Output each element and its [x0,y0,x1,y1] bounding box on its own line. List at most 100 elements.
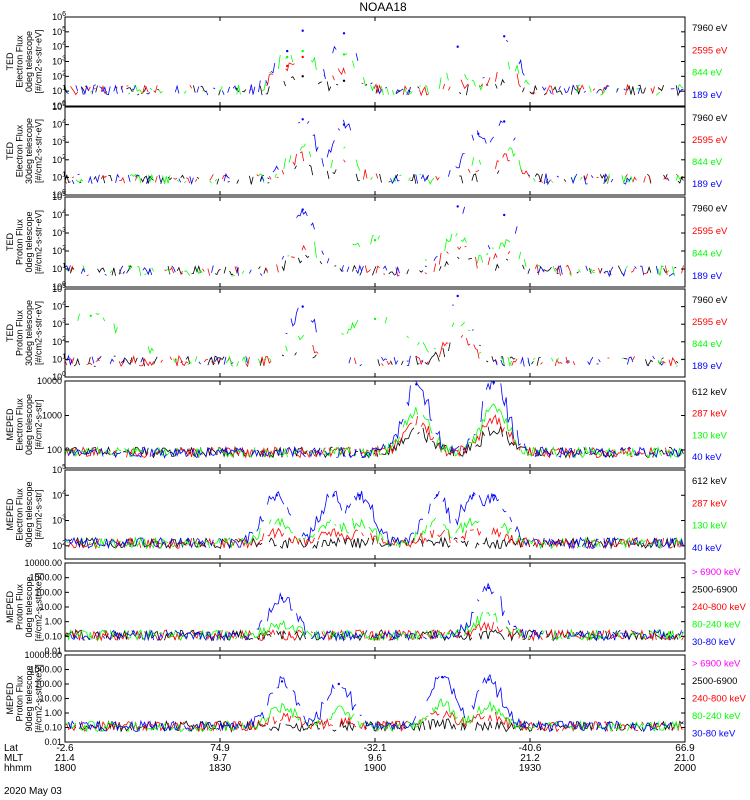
legend-entry: 2595 eV [692,45,728,56]
data-point [441,675,444,679]
data-point [503,120,506,123]
y-tick-base: 10 [52,284,62,294]
legend-entry: 40 keV [692,452,722,463]
axis-tick-label: 74.9 [210,743,230,754]
y-tick-base: 10 [52,192,62,202]
figure-title: NOAA18 [359,0,407,14]
y-axis-label-line: [#/cm2-s-str-eV] [34,301,44,365]
y-tick-exponent: 2 [62,70,66,77]
y-axis-label-line: 30deg telescope [24,300,34,366]
data-point [342,32,346,35]
y-tick-exponent: 2 [62,154,66,161]
y-tick-base: 10 [52,228,62,238]
y-axis-label-line: [#/cm2-s-str-eV] [34,210,44,274]
y-tick-base: 10 [52,86,62,96]
y-tick-label: 105 [52,464,66,475]
series-black-trace [80,76,682,97]
y-tick-exponent: 3 [62,56,66,63]
plot-area [65,118,684,184]
y-axis-label-line: 0deg telescope [24,394,34,455]
y-axis-label-line: Electron Flux [15,398,25,451]
y-axis-label-line: [#/cm2-s-str-keV] [34,573,44,642]
y-axis-label-line: 0deg telescope [24,31,34,92]
data-point [301,75,304,78]
chart-panel-7: 0.01 0.10 1.00 10.00 100.00 1000.00 10000.00 ME… [5,558,747,656]
y-tick-label: 101 [52,353,66,364]
series-red-trace [65,151,684,184]
y-tick-base: 10 [52,337,62,347]
legend-entry: 189 eV [692,361,723,372]
y-tick-exponent: 3 [62,318,66,325]
y-tick-label: 100.00 [34,679,62,689]
data-point [301,208,304,211]
y-tick-label: 105 [52,101,66,112]
data-point [373,317,377,321]
axis-tick-label: 21.0 [675,753,695,764]
data-point [301,49,304,53]
axis-tick-label: -40.6 [519,743,542,754]
y-tick-exponent: 2 [62,336,66,343]
y-tick-label: 103 [52,136,66,147]
date-label: 2020 May 03 [4,786,62,797]
plot-area [65,673,683,732]
plot-frame [64,106,686,196]
y-tick-exponent: 5 [62,191,66,198]
y-tick-exponent: 4 [62,41,66,48]
legend-entry: 612 keV [692,476,728,487]
y-tick-label: 10000.00 [24,558,62,568]
data-point [492,494,495,497]
y-tick-label: 104 [52,209,66,220]
legend-entry: 189 eV [692,271,723,282]
data-point [286,49,289,53]
axis-tick-label: 1900 [364,763,387,774]
y-tick-label: 101 [52,85,66,96]
axis-tick-label: 1930 [519,763,542,774]
data-point [415,383,418,386]
y-axis-label-line: Proton Flux [15,675,25,722]
y-tick-label: 103 [52,227,66,238]
y-tick-exponent: 6 [62,11,66,18]
y-axis-label-line: Proton Flux [15,583,25,630]
y-tick-exponent: 0 [62,189,66,196]
y-tick-exponent: 5 [62,464,66,471]
data-point [373,239,377,242]
data-point [456,45,459,48]
legend-entry: 7960 eV [692,295,728,306]
y-axis-label-line: MEPED [5,682,15,715]
series-green-trace [65,611,684,642]
y-tick-label: 100 [52,100,66,111]
y-tick-base: 10 [52,71,62,81]
y-tick-base: 10 [52,319,62,329]
y-tick-exponent: 4 [62,489,66,496]
y-tick-label: 104 [52,301,66,312]
data-point [492,381,495,384]
series-blue-trace [65,582,682,642]
data-point [456,294,459,298]
y-axis-label-line: 90deg telescope [24,481,34,547]
data-point [280,680,284,683]
legend-entry: 7960 eV [692,23,728,34]
data-point [89,314,93,317]
legend-entry: 40 keV [692,543,722,554]
y-axis-label-line: Proton Flux [15,218,25,265]
y-tick-label: 100 [52,281,66,292]
y-tick-label: 100 [47,445,62,455]
legend-entry: 2595 eV [692,135,728,146]
plot-frame [64,380,686,469]
legend-entry: 844 eV [692,68,723,79]
y-axis-label-line: [#/cm2-s-str-keV] [34,664,44,733]
y-tick-label: 104 [52,41,66,52]
y-axis-label-line: MEPED [5,591,15,624]
y-tick-exponent: 1 [62,263,66,270]
y-tick-exponent: 4 [62,209,66,216]
y-axis-label-line: 0deg telescope [24,211,34,272]
series-red-trace [70,244,684,277]
y-tick-exponent: 4 [62,301,66,308]
y-tick-base: 10 [52,264,62,274]
y-tick-exponent: 3 [62,136,66,143]
data-point [301,305,304,308]
